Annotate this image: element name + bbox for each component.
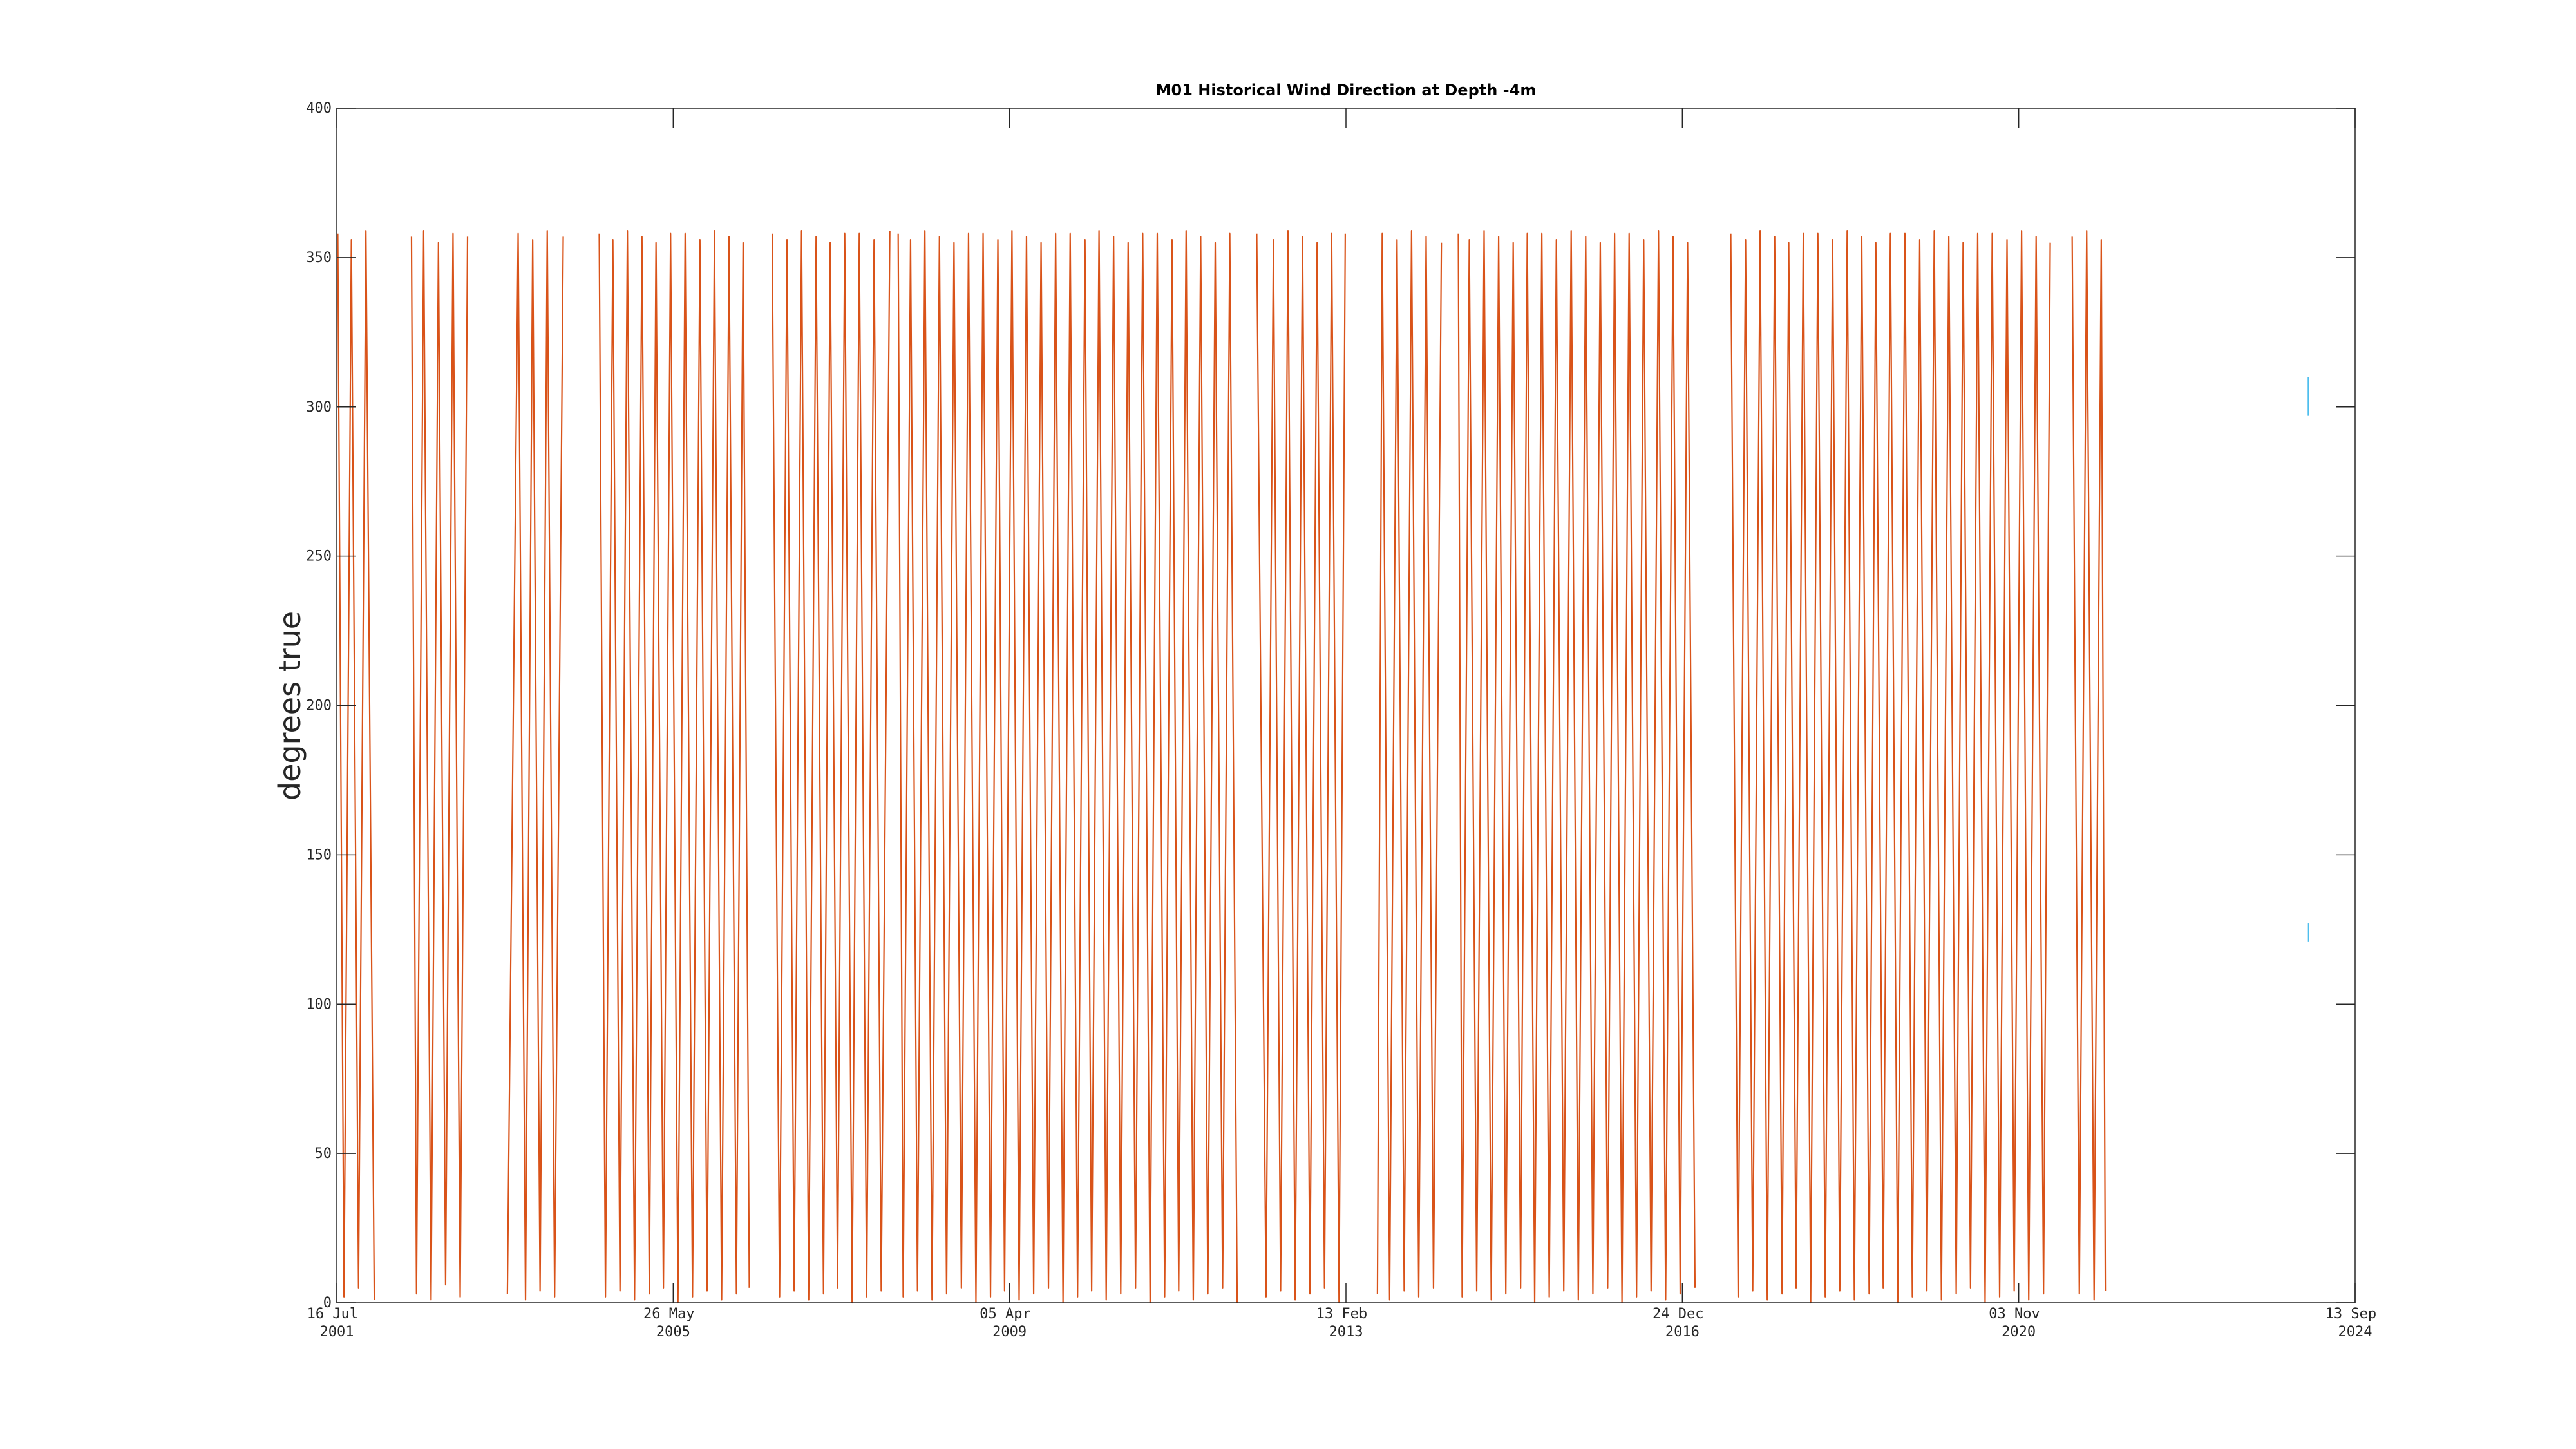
x-tick-label-line: 26 May [643, 1306, 703, 1322]
x-tick-label-line: 2001 [320, 1324, 354, 1340]
data-line [410, 230, 469, 1301]
x-tick-label-line: 2016 [1665, 1324, 1700, 1340]
data-line [1457, 230, 1696, 1304]
y-tick-label: 250 [306, 549, 332, 565]
x-tick-label-line: 03 Nov [1989, 1306, 2049, 1322]
x-tick-label: 24 Dec 2016 [1653, 1306, 1712, 1340]
data-line [506, 230, 564, 1301]
x-tick-label-line: 24 Dec [1653, 1306, 1712, 1322]
data-line [2071, 230, 2107, 1301]
y-tick-label: 300 [306, 399, 332, 415]
y-tick-label: 200 [306, 698, 332, 714]
y-axis-label: degrees true [272, 611, 307, 800]
x-tick-label-line: 05 Apr [980, 1306, 1039, 1322]
x-tick-label: 16 Jul 2001 [307, 1306, 367, 1340]
y-tick-label: 100 [306, 996, 332, 1012]
chart-title: M01 Historical Wind Direction at Depth -… [1156, 81, 1537, 99]
data-line [337, 230, 375, 1300]
x-tick-label: 03 Nov 2020 [1989, 1306, 2049, 1340]
data-line [1256, 230, 1346, 1304]
x-tick-label-line: 2009 [992, 1324, 1027, 1340]
x-tick-label-line: 13 Feb [1316, 1306, 1376, 1322]
y-tick-label: 150 [306, 847, 332, 863]
x-tick-label-line: 16 Jul [307, 1306, 367, 1322]
data-line [598, 230, 750, 1304]
data-line [1730, 230, 2051, 1304]
y-tick-label: 350 [306, 250, 332, 266]
y-tick-label: 400 [306, 100, 332, 117]
data-line [897, 230, 1238, 1304]
data-line [1376, 230, 1443, 1301]
x-tick-label: 26 May 2005 [643, 1306, 703, 1340]
x-tick-label-line: 2020 [2002, 1324, 2036, 1340]
y-tick-label: 50 [315, 1146, 332, 1162]
y-tick-label: 0 [323, 1295, 332, 1311]
x-tick-label: 05 Apr 2009 [980, 1306, 1039, 1340]
x-tick-label: 13 Feb 2013 [1316, 1306, 1376, 1340]
x-tick-label: 13 Sep 2024 [2325, 1306, 2385, 1340]
x-tick-label-line: 13 Sep [2325, 1306, 2385, 1322]
x-tick-label-line: 2013 [1329, 1324, 1363, 1340]
x-tick-label-line: 2024 [2338, 1324, 2372, 1340]
data-line [771, 230, 891, 1304]
x-tick-label-line: 2005 [656, 1324, 690, 1340]
